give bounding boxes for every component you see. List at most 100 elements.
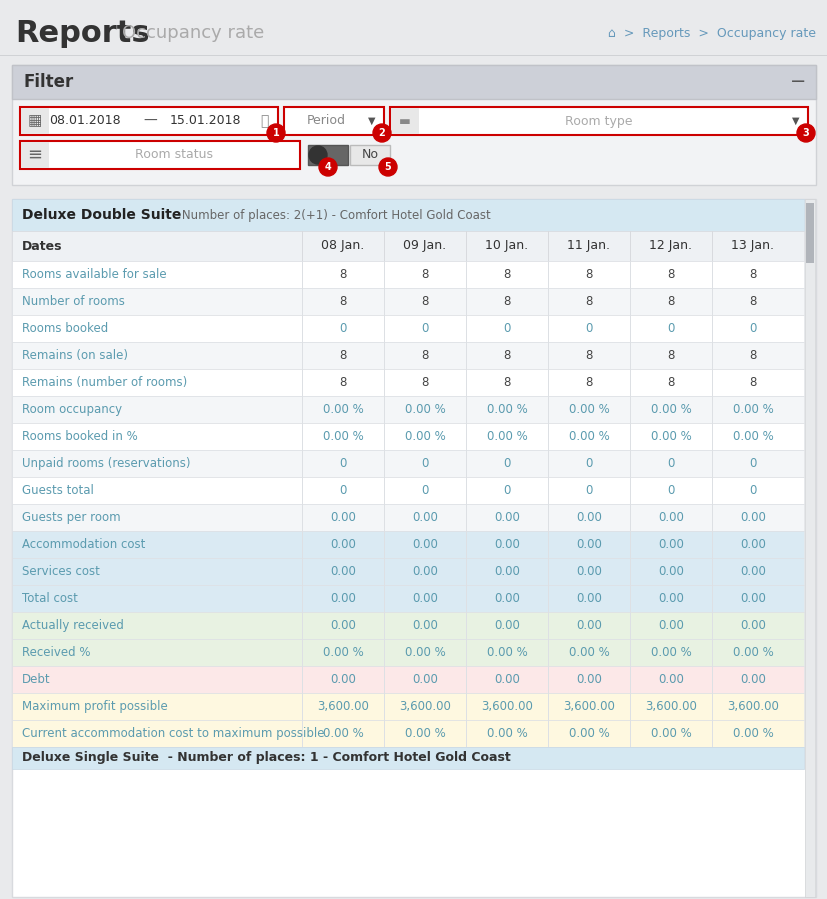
Bar — [629, 612, 630, 639]
Text: Room occupancy: Room occupancy — [22, 403, 122, 416]
Text: 3,600.00: 3,600.00 — [562, 700, 614, 713]
Text: 8: 8 — [585, 376, 592, 389]
Bar — [629, 585, 630, 612]
Text: 0.00: 0.00 — [494, 619, 519, 632]
Bar — [629, 504, 630, 531]
Text: 15.01.2018: 15.01.2018 — [169, 114, 241, 128]
Text: 0.00: 0.00 — [657, 592, 683, 605]
Text: 0: 0 — [585, 322, 592, 335]
Text: 0.00 %: 0.00 % — [404, 430, 445, 443]
Bar — [384, 231, 385, 261]
Text: 0.00: 0.00 — [657, 511, 683, 524]
Text: ⧖: ⧖ — [260, 114, 268, 128]
Bar — [384, 477, 385, 504]
Text: 0.00: 0.00 — [739, 565, 765, 578]
Bar — [302, 558, 303, 585]
Text: 0.00: 0.00 — [330, 592, 356, 605]
Text: 3,600.00: 3,600.00 — [399, 700, 451, 713]
Bar — [711, 315, 712, 342]
Bar — [284, 107, 384, 135]
Bar — [302, 477, 303, 504]
Text: 8: 8 — [503, 349, 510, 362]
Text: Deluxe Double Suite: Deluxe Double Suite — [22, 208, 181, 222]
Bar — [711, 450, 712, 477]
Bar — [384, 585, 385, 612]
Bar — [547, 396, 548, 423]
Bar — [384, 261, 385, 288]
Bar — [384, 558, 385, 585]
Text: 8: 8 — [585, 268, 592, 281]
Text: 8: 8 — [748, 295, 756, 308]
Text: 0.00 %: 0.00 % — [404, 727, 445, 740]
Bar — [711, 666, 712, 693]
Text: 12 Jan.: 12 Jan. — [648, 239, 691, 253]
Text: 0.00 %: 0.00 % — [650, 727, 691, 740]
Bar — [711, 288, 712, 315]
Text: 0.00: 0.00 — [576, 565, 601, 578]
Text: Received %: Received % — [22, 646, 90, 659]
Bar — [711, 396, 712, 423]
Text: 8: 8 — [667, 349, 674, 362]
Bar — [308, 145, 347, 165]
Text: 2: 2 — [378, 128, 385, 138]
Bar — [302, 504, 303, 531]
Bar — [711, 720, 712, 747]
Bar — [12, 288, 803, 315]
Bar — [0, 0, 827, 55]
Text: 0: 0 — [667, 457, 674, 470]
Circle shape — [318, 158, 337, 176]
Bar — [547, 531, 548, 558]
Bar — [12, 504, 803, 531]
Text: Reports: Reports — [15, 19, 150, 48]
Bar — [302, 612, 303, 639]
Bar — [302, 720, 303, 747]
Text: 8: 8 — [667, 295, 674, 308]
Text: Accommodation cost: Accommodation cost — [22, 538, 146, 551]
Bar — [12, 612, 803, 639]
Text: 0: 0 — [667, 322, 674, 335]
Text: 0: 0 — [339, 484, 347, 497]
Text: 13 Jan.: 13 Jan. — [730, 239, 773, 253]
Text: 0.00: 0.00 — [576, 592, 601, 605]
Text: Current accommodation cost to maximum possible: Current accommodation cost to maximum po… — [22, 727, 324, 740]
Bar — [302, 231, 303, 261]
Bar — [547, 639, 548, 666]
Bar — [384, 720, 385, 747]
Text: Room status: Room status — [135, 148, 213, 162]
Bar — [390, 108, 418, 134]
Bar — [12, 477, 803, 504]
Bar — [302, 585, 303, 612]
Bar — [629, 558, 630, 585]
Text: 0.00: 0.00 — [739, 619, 765, 632]
Bar — [12, 450, 803, 477]
Bar — [12, 65, 815, 185]
Bar — [350, 145, 390, 165]
Text: 0.00 %: 0.00 % — [323, 727, 363, 740]
Bar — [302, 423, 303, 450]
Text: 0.00: 0.00 — [657, 538, 683, 551]
Circle shape — [372, 124, 390, 142]
Bar — [12, 65, 815, 99]
Bar — [547, 693, 548, 720]
Text: Rooms booked in %: Rooms booked in % — [22, 430, 137, 443]
Text: —: — — [143, 114, 156, 128]
Text: 0: 0 — [585, 457, 592, 470]
Text: 0: 0 — [503, 322, 510, 335]
Bar — [629, 450, 630, 477]
Bar — [384, 612, 385, 639]
Bar — [384, 423, 385, 450]
Bar — [12, 639, 803, 666]
Text: 0: 0 — [421, 484, 428, 497]
Bar — [711, 342, 712, 369]
Text: 0: 0 — [748, 484, 756, 497]
Text: 0.00 %: 0.00 % — [732, 430, 772, 443]
Text: Actually received: Actually received — [22, 619, 124, 632]
Text: 0.00: 0.00 — [576, 673, 601, 686]
Text: ▼: ▼ — [368, 116, 375, 126]
Bar — [302, 639, 303, 666]
Bar — [629, 261, 630, 288]
Text: 0.00: 0.00 — [412, 592, 437, 605]
Text: 0.00: 0.00 — [739, 592, 765, 605]
Text: 0.00: 0.00 — [657, 565, 683, 578]
Bar — [12, 315, 803, 342]
